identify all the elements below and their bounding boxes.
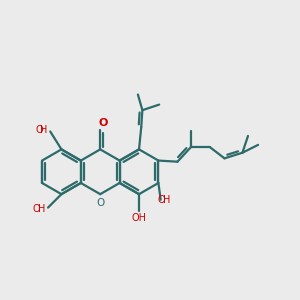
Text: H: H bbox=[163, 195, 170, 206]
Text: O: O bbox=[98, 118, 107, 128]
Text: O: O bbox=[158, 195, 165, 206]
Text: O: O bbox=[33, 204, 40, 214]
Text: H: H bbox=[40, 125, 48, 135]
Text: OH: OH bbox=[131, 214, 146, 224]
Text: O: O bbox=[97, 198, 105, 208]
Text: O: O bbox=[35, 125, 43, 135]
Text: H: H bbox=[38, 204, 46, 214]
